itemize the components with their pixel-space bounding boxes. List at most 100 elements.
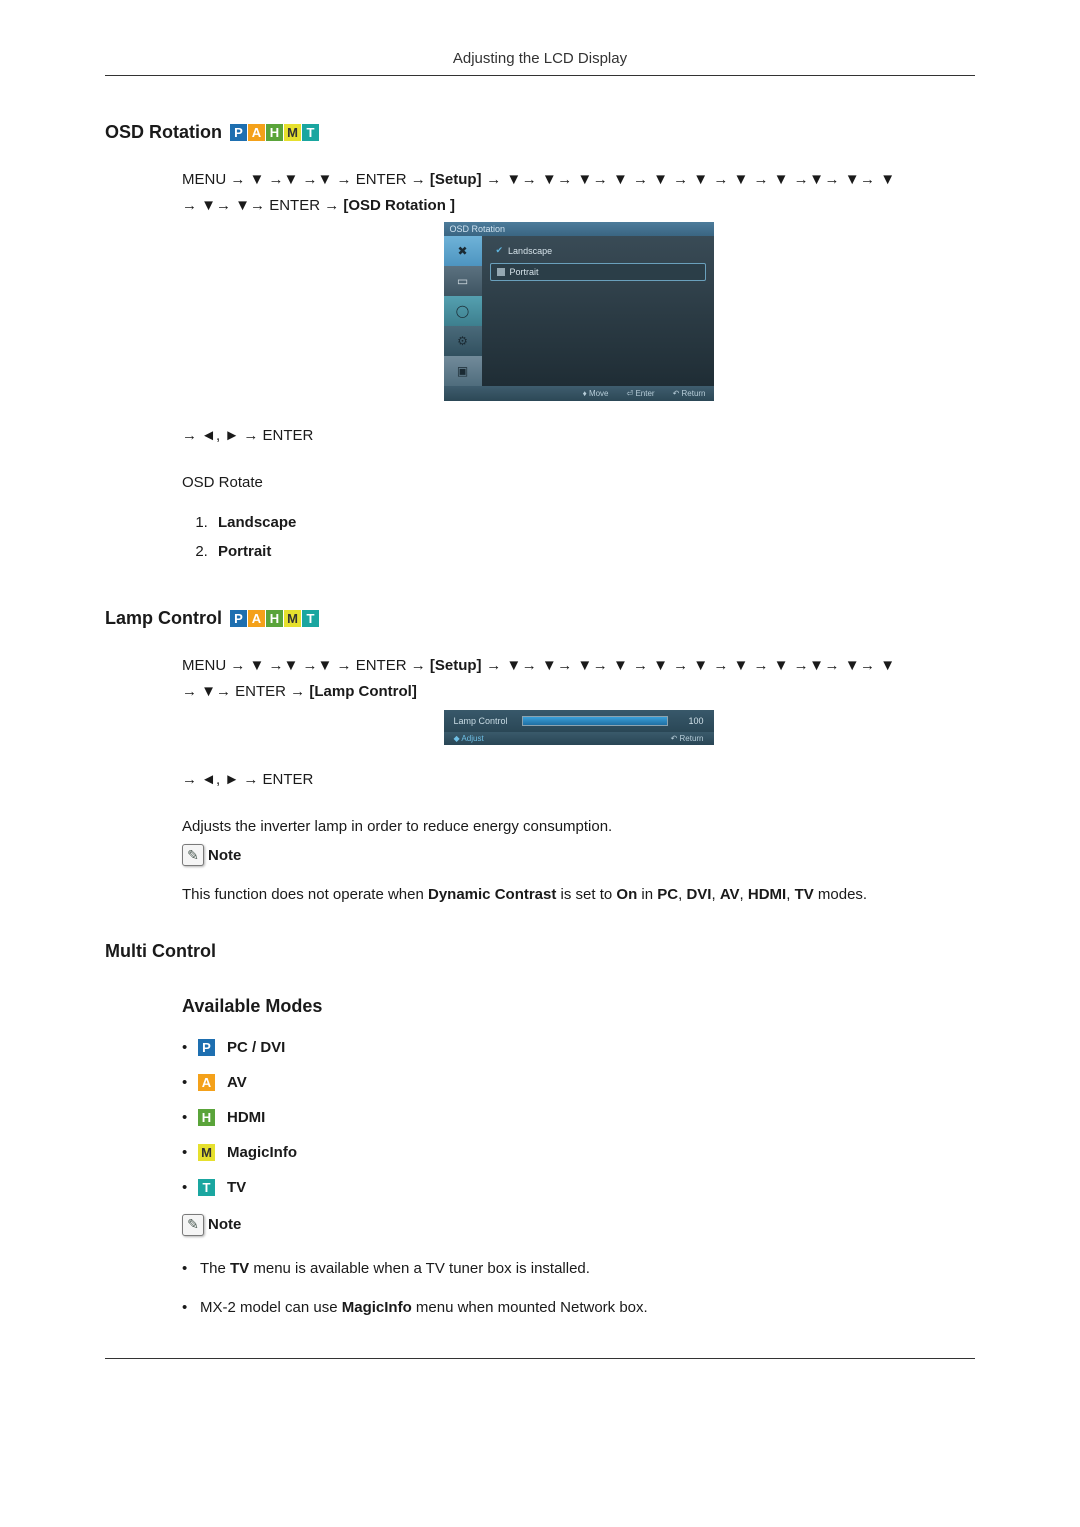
list-item: Landscape [212, 514, 975, 531]
mode-label: PC / DVI [227, 1039, 285, 1056]
osd-rotation-badges: P A H M T [230, 124, 319, 141]
nav-bracket: [Setup] [430, 657, 482, 674]
note-part: modes. [814, 886, 867, 903]
osd-shot-option-landscape: ✔ Landscape [490, 242, 706, 259]
footer-return: ↶ Return [671, 734, 704, 743]
mode-badge-t: T [198, 1179, 215, 1196]
nav-text: → ▼→ ▼→ ENTER → [182, 197, 343, 214]
nav-bracket: [Lamp Control] [309, 683, 416, 700]
note-part: , [711, 886, 719, 903]
note-part: in [637, 886, 657, 903]
nav-text: MENU → ▼ →▼ →▼ → ENTER → [182, 171, 430, 188]
list-item: • MX-2 model can use MagicInfo menu when… [182, 1297, 975, 1318]
box-icon [497, 268, 505, 276]
lamp-control-title: Lamp Control [105, 608, 222, 629]
bullet-icon: • [182, 1179, 186, 1196]
mode-badge-p: P [198, 1039, 215, 1056]
mode-badge-p: P [230, 610, 247, 627]
osd-rotation-nav-path: MENU → ▼ →▼ →▼ → ENTER → [Setup] → ▼→ ▼→… [182, 167, 975, 218]
lamp-shot-label: Lamp Control [454, 716, 508, 726]
osd-rotation-screenshot: OSD Rotation ✖ ▭ ◯ ⚙ ▣ ✔Landscape Portra… [444, 222, 714, 401]
page-title: Adjusting the LCD Display [105, 50, 975, 76]
mode-badge-h: H [198, 1109, 215, 1126]
osd-side-icon: ▭ [444, 266, 482, 296]
list-item: • M MagicInfo [182, 1144, 975, 1161]
note-text: The TV menu is available when a TV tuner… [200, 1258, 590, 1279]
osd-rotation-nav-after: → ◄, ► → ENTER [182, 425, 975, 448]
nav-text: → ▼→ ▼→ ▼→ ▼ → ▼ → ▼ → ▼ → ▼ →▼→ ▼→ ▼ [482, 657, 896, 674]
osd-rotation-title: OSD Rotation [105, 122, 222, 143]
multi-control-note-list: • The TV menu is available when a TV tun… [182, 1258, 975, 1318]
lamp-shot-value: 100 [682, 716, 704, 726]
mode-badge-h: H [266, 610, 283, 627]
option-portrait: Portrait [218, 543, 271, 560]
note-bold: AV [720, 886, 740, 903]
footer-enter: ⏎ Enter [627, 389, 655, 398]
list-item: • A AV [182, 1074, 975, 1091]
note-part: MX-2 model can use [200, 1299, 342, 1316]
note-part: The [200, 1260, 230, 1277]
note-bold: HDMI [748, 886, 786, 903]
nav-text: MENU → ▼ →▼ →▼ → ENTER → [182, 657, 430, 674]
option-landscape: Landscape [218, 514, 296, 531]
bullet-icon: • [182, 1074, 186, 1091]
mode-badge-p: P [230, 124, 247, 141]
nav-bracket: [OSD Rotation ] [343, 197, 455, 214]
note-bold: MagicInfo [342, 1299, 412, 1316]
mode-label: TV [227, 1179, 246, 1196]
multi-control-note: ✎ Note [182, 1214, 975, 1236]
footer-return: ↶ Return [673, 389, 706, 398]
option-label: Landscape [508, 246, 552, 256]
mode-badge-m: M [198, 1144, 215, 1161]
mode-badge-h: H [266, 124, 283, 141]
nav-text: → ▼→ ▼→ ▼→ ▼ → ▼ → ▼ → ▼ → ▼ →▼→ ▼→ ▼ [482, 171, 896, 188]
note-part: menu when mounted Network box. [412, 1299, 648, 1316]
lamp-shot-bar [522, 716, 668, 726]
footer-move: ♦ Move [583, 389, 609, 398]
section-multi-control-heading: Multi Control [105, 941, 975, 962]
note-label: Note [208, 847, 241, 864]
osd-rotation-options-list: Landscape Portrait [182, 514, 975, 560]
bullet-icon: • [182, 1297, 186, 1318]
mode-badge-a: A [248, 124, 265, 141]
list-item: • P PC / DVI [182, 1039, 975, 1056]
osd-side-icon: ◯ [444, 296, 482, 326]
bullet-icon: • [182, 1144, 186, 1161]
mode-badge-m: M [284, 124, 301, 141]
mode-label: HDMI [227, 1109, 265, 1126]
osd-shot-sidebar: ✖ ▭ ◯ ⚙ ▣ [444, 236, 482, 386]
mode-badge-m: M [284, 610, 301, 627]
bullet-icon: • [182, 1039, 186, 1056]
lamp-control-badges: P A H M T [230, 610, 319, 627]
mode-badge-t: T [302, 124, 319, 141]
footer-adjust: ◆ Adjust [454, 734, 484, 743]
note-part: This function does not operate when [182, 886, 428, 903]
list-item: • T TV [182, 1179, 975, 1196]
note-bold: TV [795, 886, 814, 903]
available-modes-list: • P PC / DVI • A AV • H HDMI • M MagicIn… [182, 1039, 975, 1196]
check-icon: ✔ [496, 245, 504, 256]
mode-badge-a: A [248, 610, 265, 627]
osd-rotate-label: OSD Rotate [182, 472, 975, 495]
osd-shot-title: OSD Rotation [444, 222, 714, 236]
mode-badge-a: A [198, 1074, 215, 1091]
note-bold: PC [657, 886, 678, 903]
lamp-control-nav-after: → ◄, ► → ENTER [182, 769, 975, 792]
footer-rule [105, 1358, 975, 1359]
note-icon: ✎ [182, 844, 204, 866]
bullet-icon: • [182, 1109, 186, 1126]
lamp-control-desc: Adjusts the inverter lamp in order to re… [182, 816, 975, 839]
note-icon: ✎ [182, 1214, 204, 1236]
mode-label: AV [227, 1074, 247, 1091]
mode-label: MagicInfo [227, 1144, 297, 1161]
lamp-control-note-text: This function does not operate when Dyna… [182, 884, 975, 907]
note-part: menu is available when a TV tuner box is… [249, 1260, 590, 1277]
lamp-control-screenshot: Lamp Control 100 ◆ Adjust ↶ Return [444, 710, 714, 745]
section-osd-rotation-heading: OSD Rotation P A H M T [105, 122, 975, 143]
note-part: , [786, 886, 794, 903]
list-item: Portrait [212, 543, 975, 560]
note-part: , [740, 886, 748, 903]
note-part: is set to [556, 886, 616, 903]
note-block: ✎ Note [182, 844, 975, 866]
nav-bracket: [Setup] [430, 171, 482, 188]
